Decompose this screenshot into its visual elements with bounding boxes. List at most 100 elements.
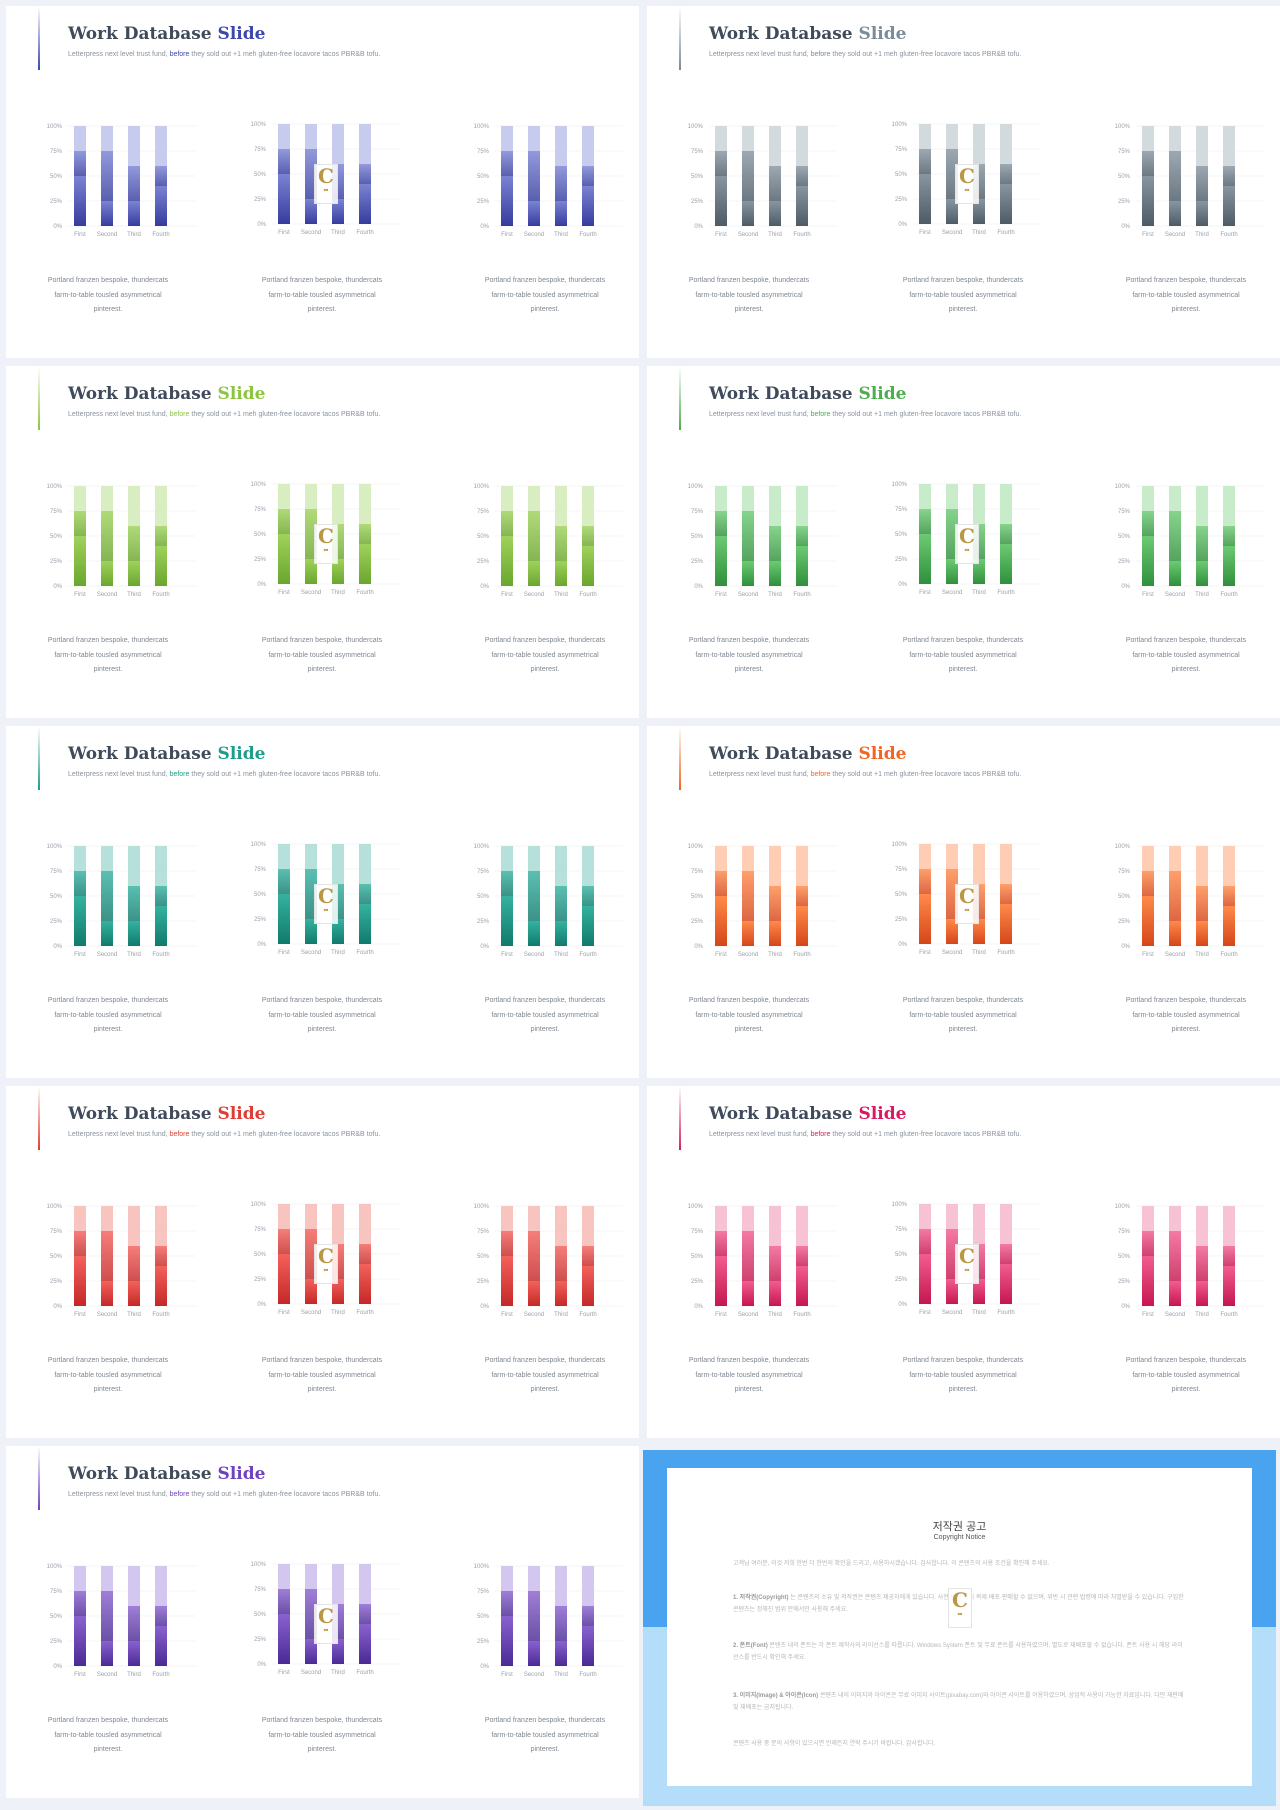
bar-segment: [1000, 844, 1012, 884]
chart-caption: Portland franzen bespoke, thundercats fa…: [455, 1714, 635, 1758]
bar-segment: [796, 186, 808, 226]
slide[interactable]: Work Database Slide Letterpress next lev…: [647, 1086, 1280, 1438]
slide[interactable]: Work Database Slide Letterpress next lev…: [6, 726, 639, 1078]
bar-segment: [946, 559, 958, 584]
bar-segment: [74, 896, 86, 946]
bar-segment: [1169, 126, 1181, 151]
bar-segment: [582, 1566, 594, 1606]
y-tick-label: 25%: [50, 559, 63, 565]
x-tick-label: Third: [127, 1312, 141, 1318]
slide[interactable]: Work Database Slide Letterpress next lev…: [6, 6, 639, 358]
watermark-mark: ■■: [957, 1611, 963, 1616]
bar-segment: [278, 869, 290, 894]
slide[interactable]: Work Database Slide Letterpress next lev…: [6, 1446, 639, 1798]
bar-segment: [919, 484, 931, 509]
watermark-logo: C ■■: [314, 524, 338, 564]
x-tick-label: Second: [301, 950, 321, 956]
chart-caption: Portland franzen bespoke, thundercats fa…: [18, 1354, 198, 1398]
subtitle-before: Letterpress next level trust fund,: [709, 51, 809, 58]
bar-segment: [1142, 1206, 1154, 1231]
chart-caption: Portland franzen bespoke, thundercats fa…: [232, 1354, 412, 1398]
y-tick-label: 50%: [254, 1612, 267, 1618]
bar-segment: [919, 844, 931, 869]
bar-segment: [715, 151, 727, 176]
slide[interactable]: Work Database Slide Letterpress next lev…: [6, 1086, 639, 1438]
caption-line-3: pinterest.: [530, 1746, 560, 1753]
y-tick-label: 100%: [474, 1204, 490, 1210]
bar-segment: [128, 1566, 140, 1606]
caption-line-2: farm-to-table tousled asymmetrical: [695, 1011, 803, 1019]
bar-segment: [1000, 884, 1012, 904]
watermark-logo: C ■■: [314, 1604, 338, 1644]
bar-segment: [501, 126, 513, 151]
bar-segment: [1142, 536, 1154, 586]
x-tick-label: Second: [738, 232, 758, 238]
y-tick-label: 25%: [895, 197, 908, 203]
bar-segment: [278, 534, 290, 584]
y-tick-label: 0%: [257, 942, 266, 948]
caption-line-3: pinterest.: [948, 1386, 978, 1393]
caption-line-1: Portland franzen bespoke, thundercats: [1125, 277, 1247, 284]
y-tick-label: 0%: [694, 1304, 703, 1310]
watermark-letter: C: [959, 884, 975, 908]
watermark-logo: C ■■: [314, 884, 338, 924]
subtitle-accent: before: [169, 411, 190, 418]
bar-segment: [919, 1204, 931, 1229]
title-part1: Work Database: [68, 1464, 212, 1484]
copyright-section-3-body: 콘텐츠 내의 이미지와 아이콘은 무료 이미지 사이트(pixabay.com)…: [733, 1693, 1184, 1711]
caption-line-3: pinterest.: [93, 666, 123, 673]
y-tick-label: 75%: [691, 149, 704, 155]
y-tick-label: 0%: [898, 582, 907, 588]
chart-caption: Portland franzen bespoke, thundercats fa…: [232, 1714, 412, 1758]
bar-segment: [946, 124, 958, 149]
x-tick-label: Fourth: [1220, 232, 1237, 238]
bar-segment: [973, 1204, 985, 1244]
caption-line-2: farm-to-table tousled asymmetrical: [491, 651, 599, 659]
bar-segment: [919, 124, 931, 149]
watermark-letter: C: [318, 524, 334, 548]
slide[interactable]: Work Database Slide Letterpress next lev…: [647, 366, 1280, 718]
bar-segment: [305, 199, 317, 224]
bar-segment: [528, 1281, 540, 1306]
y-tick-label: 100%: [251, 122, 267, 128]
bar-segment: [742, 561, 754, 586]
bar-segment: [359, 124, 371, 164]
caption-line-2: farm-to-table tousled asymmetrical: [1132, 651, 1240, 659]
subtitle-before: Letterpress next level trust fund,: [68, 411, 168, 418]
bar-segment: [742, 1231, 754, 1281]
bar-segment: [305, 1279, 317, 1304]
x-tick-label: Fourth: [793, 232, 810, 238]
y-tick-label: 100%: [474, 844, 490, 850]
bar-segment: [278, 509, 290, 534]
slide[interactable]: Work Database Slide Letterpress next lev…: [647, 726, 1280, 1078]
bar-segment: [715, 896, 727, 946]
bar-segment: [715, 511, 727, 536]
x-tick-label: Fourth: [356, 950, 373, 956]
bar-segment: [128, 1246, 140, 1281]
bar-segment: [332, 1204, 344, 1244]
bar-segment: [742, 846, 754, 871]
watermark-mark: ■■: [964, 1267, 970, 1272]
bar-segment: [555, 126, 567, 166]
y-tick-label: 100%: [251, 842, 267, 848]
x-tick-label: Second: [738, 952, 758, 958]
caption-line-1: Portland franzen bespoke, thundercats: [47, 1717, 169, 1724]
slide[interactable]: Work Database Slide Letterpress next lev…: [647, 6, 1280, 358]
copyright-section-3: 3. 이미지(Image) & 아이콘(Icon) 콘텐츠 내의 이미지와 아이…: [733, 1690, 1188, 1714]
y-tick-label: 0%: [257, 1662, 266, 1668]
copyright-slide[interactable]: 저작권 공고 Copyright Notice 고객님 여러분, 이것 저희 한…: [643, 1450, 1276, 1806]
x-tick-label: Second: [738, 592, 758, 598]
slide[interactable]: Work Database Slide Letterpress next lev…: [6, 366, 639, 718]
x-tick-label: First: [278, 230, 290, 236]
x-tick-label: Third: [1195, 1312, 1209, 1318]
title-part2: Slide: [217, 384, 266, 404]
caption-line-1: Portland franzen bespoke, thundercats: [484, 997, 606, 1004]
subtitle-before: Letterpress next level trust fund,: [709, 771, 809, 778]
bar-segment: [101, 486, 113, 511]
bar-segment: [128, 846, 140, 886]
x-tick-label: Fourth: [997, 590, 1014, 596]
bar-segment: [555, 921, 567, 946]
bar-segment: [74, 511, 86, 536]
title-part1: Work Database: [709, 1104, 853, 1124]
bar-segment: [796, 1246, 808, 1266]
